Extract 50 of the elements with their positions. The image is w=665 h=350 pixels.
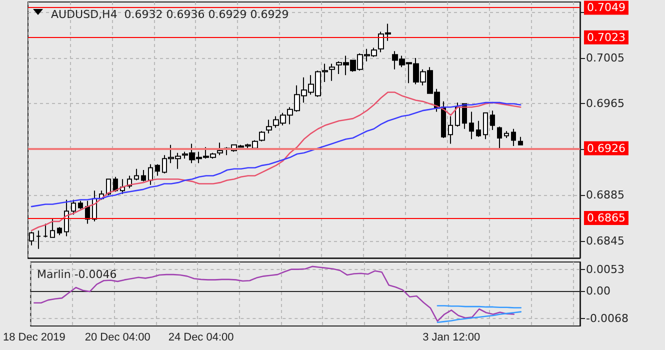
y-tick-label: 0.0053 xyxy=(586,263,624,276)
ref-line-label: 0.6926 xyxy=(587,142,626,155)
candlestick xyxy=(329,63,335,82)
x-tick-label: 3 Jan 12:00 xyxy=(422,332,480,344)
line-series xyxy=(30,92,522,232)
candlestick xyxy=(448,116,453,144)
candlestick xyxy=(483,112,488,140)
candlestick xyxy=(36,230,41,250)
line-series xyxy=(30,102,522,208)
ref-line-label: 0.7023 xyxy=(587,30,626,44)
text: Marlin -0.0046 xyxy=(37,268,117,281)
x-tick-label: 18 Dec 2019 xyxy=(2,332,66,344)
candlestick xyxy=(441,100,446,138)
candlestick xyxy=(57,226,62,236)
ref-line-label: 0.7049 xyxy=(587,1,626,14)
candlestick xyxy=(266,119,272,134)
x-tick-label: 20 Dec 04:00 xyxy=(84,332,150,344)
candlestick xyxy=(518,136,523,146)
line-series xyxy=(34,266,515,322)
y-tick-label: 0.6845 xyxy=(586,234,624,248)
candlestick xyxy=(490,110,495,130)
candlestick xyxy=(469,111,474,140)
candlestick xyxy=(497,126,502,149)
candlestick xyxy=(71,199,76,216)
candlestick xyxy=(106,178,111,196)
y-tick-label: -0.0068 xyxy=(586,312,628,326)
y-tick-label: 0.7005 xyxy=(586,52,624,64)
candlestick xyxy=(78,200,83,210)
candlestick xyxy=(141,170,146,182)
y-tick-label: 0.6885 xyxy=(586,188,624,202)
candlestick xyxy=(455,102,460,128)
candlestick xyxy=(50,218,55,238)
candlestick xyxy=(259,130,265,142)
y-tick-label: 0.00 xyxy=(586,284,610,298)
candlestick xyxy=(113,176,118,192)
text: AUDUSD,H4 0.6932 0.6936 0.6929 0.6929 xyxy=(51,8,289,21)
candlestick xyxy=(155,164,160,176)
ref-line-label: 0.6865 xyxy=(587,212,626,224)
candlestick xyxy=(476,120,481,138)
candlestick xyxy=(148,164,153,186)
candlestick xyxy=(64,199,69,237)
candlestick xyxy=(504,130,509,138)
candlestick xyxy=(511,128,516,146)
x-tick-label: 24 Dec 04:00 xyxy=(168,332,234,344)
candlestick xyxy=(43,223,48,238)
line-series xyxy=(436,311,522,324)
candlestick xyxy=(29,231,34,246)
candlestick xyxy=(217,142,223,156)
y-tick-label: 0.6965 xyxy=(586,97,624,110)
candlestick xyxy=(134,168,139,181)
